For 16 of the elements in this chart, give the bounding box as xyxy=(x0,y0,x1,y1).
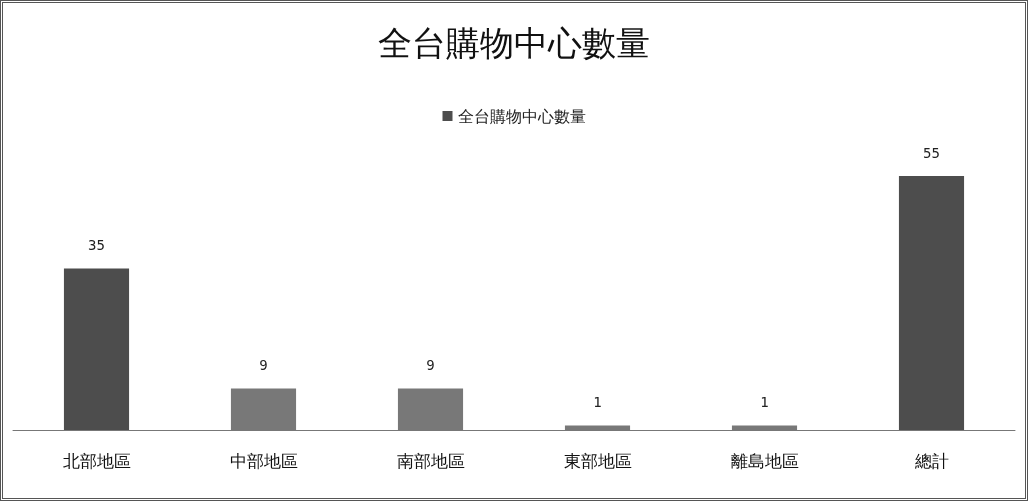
chart-title: 全台購物中心數量 xyxy=(378,23,650,63)
x-tick-label: 中部地區 xyxy=(229,450,298,471)
bar xyxy=(63,268,130,430)
data-label: 1 xyxy=(593,394,602,411)
x-tick-label: 東部地區 xyxy=(563,450,632,471)
legend-label: 全台購物中心數量 xyxy=(457,106,586,126)
data-label: 1 xyxy=(760,394,769,411)
x-tick-label: 總計 xyxy=(913,450,949,471)
data-label: 9 xyxy=(426,357,435,374)
data-label: 35 xyxy=(88,237,105,254)
data-label: 55 xyxy=(923,145,940,162)
bar xyxy=(898,176,965,430)
x-tick-label: 南部地區 xyxy=(396,450,465,471)
data-label: 9 xyxy=(259,357,268,374)
x-tick-label: 北部地區 xyxy=(62,450,131,471)
x-tick-label: 離島地區 xyxy=(730,450,799,471)
